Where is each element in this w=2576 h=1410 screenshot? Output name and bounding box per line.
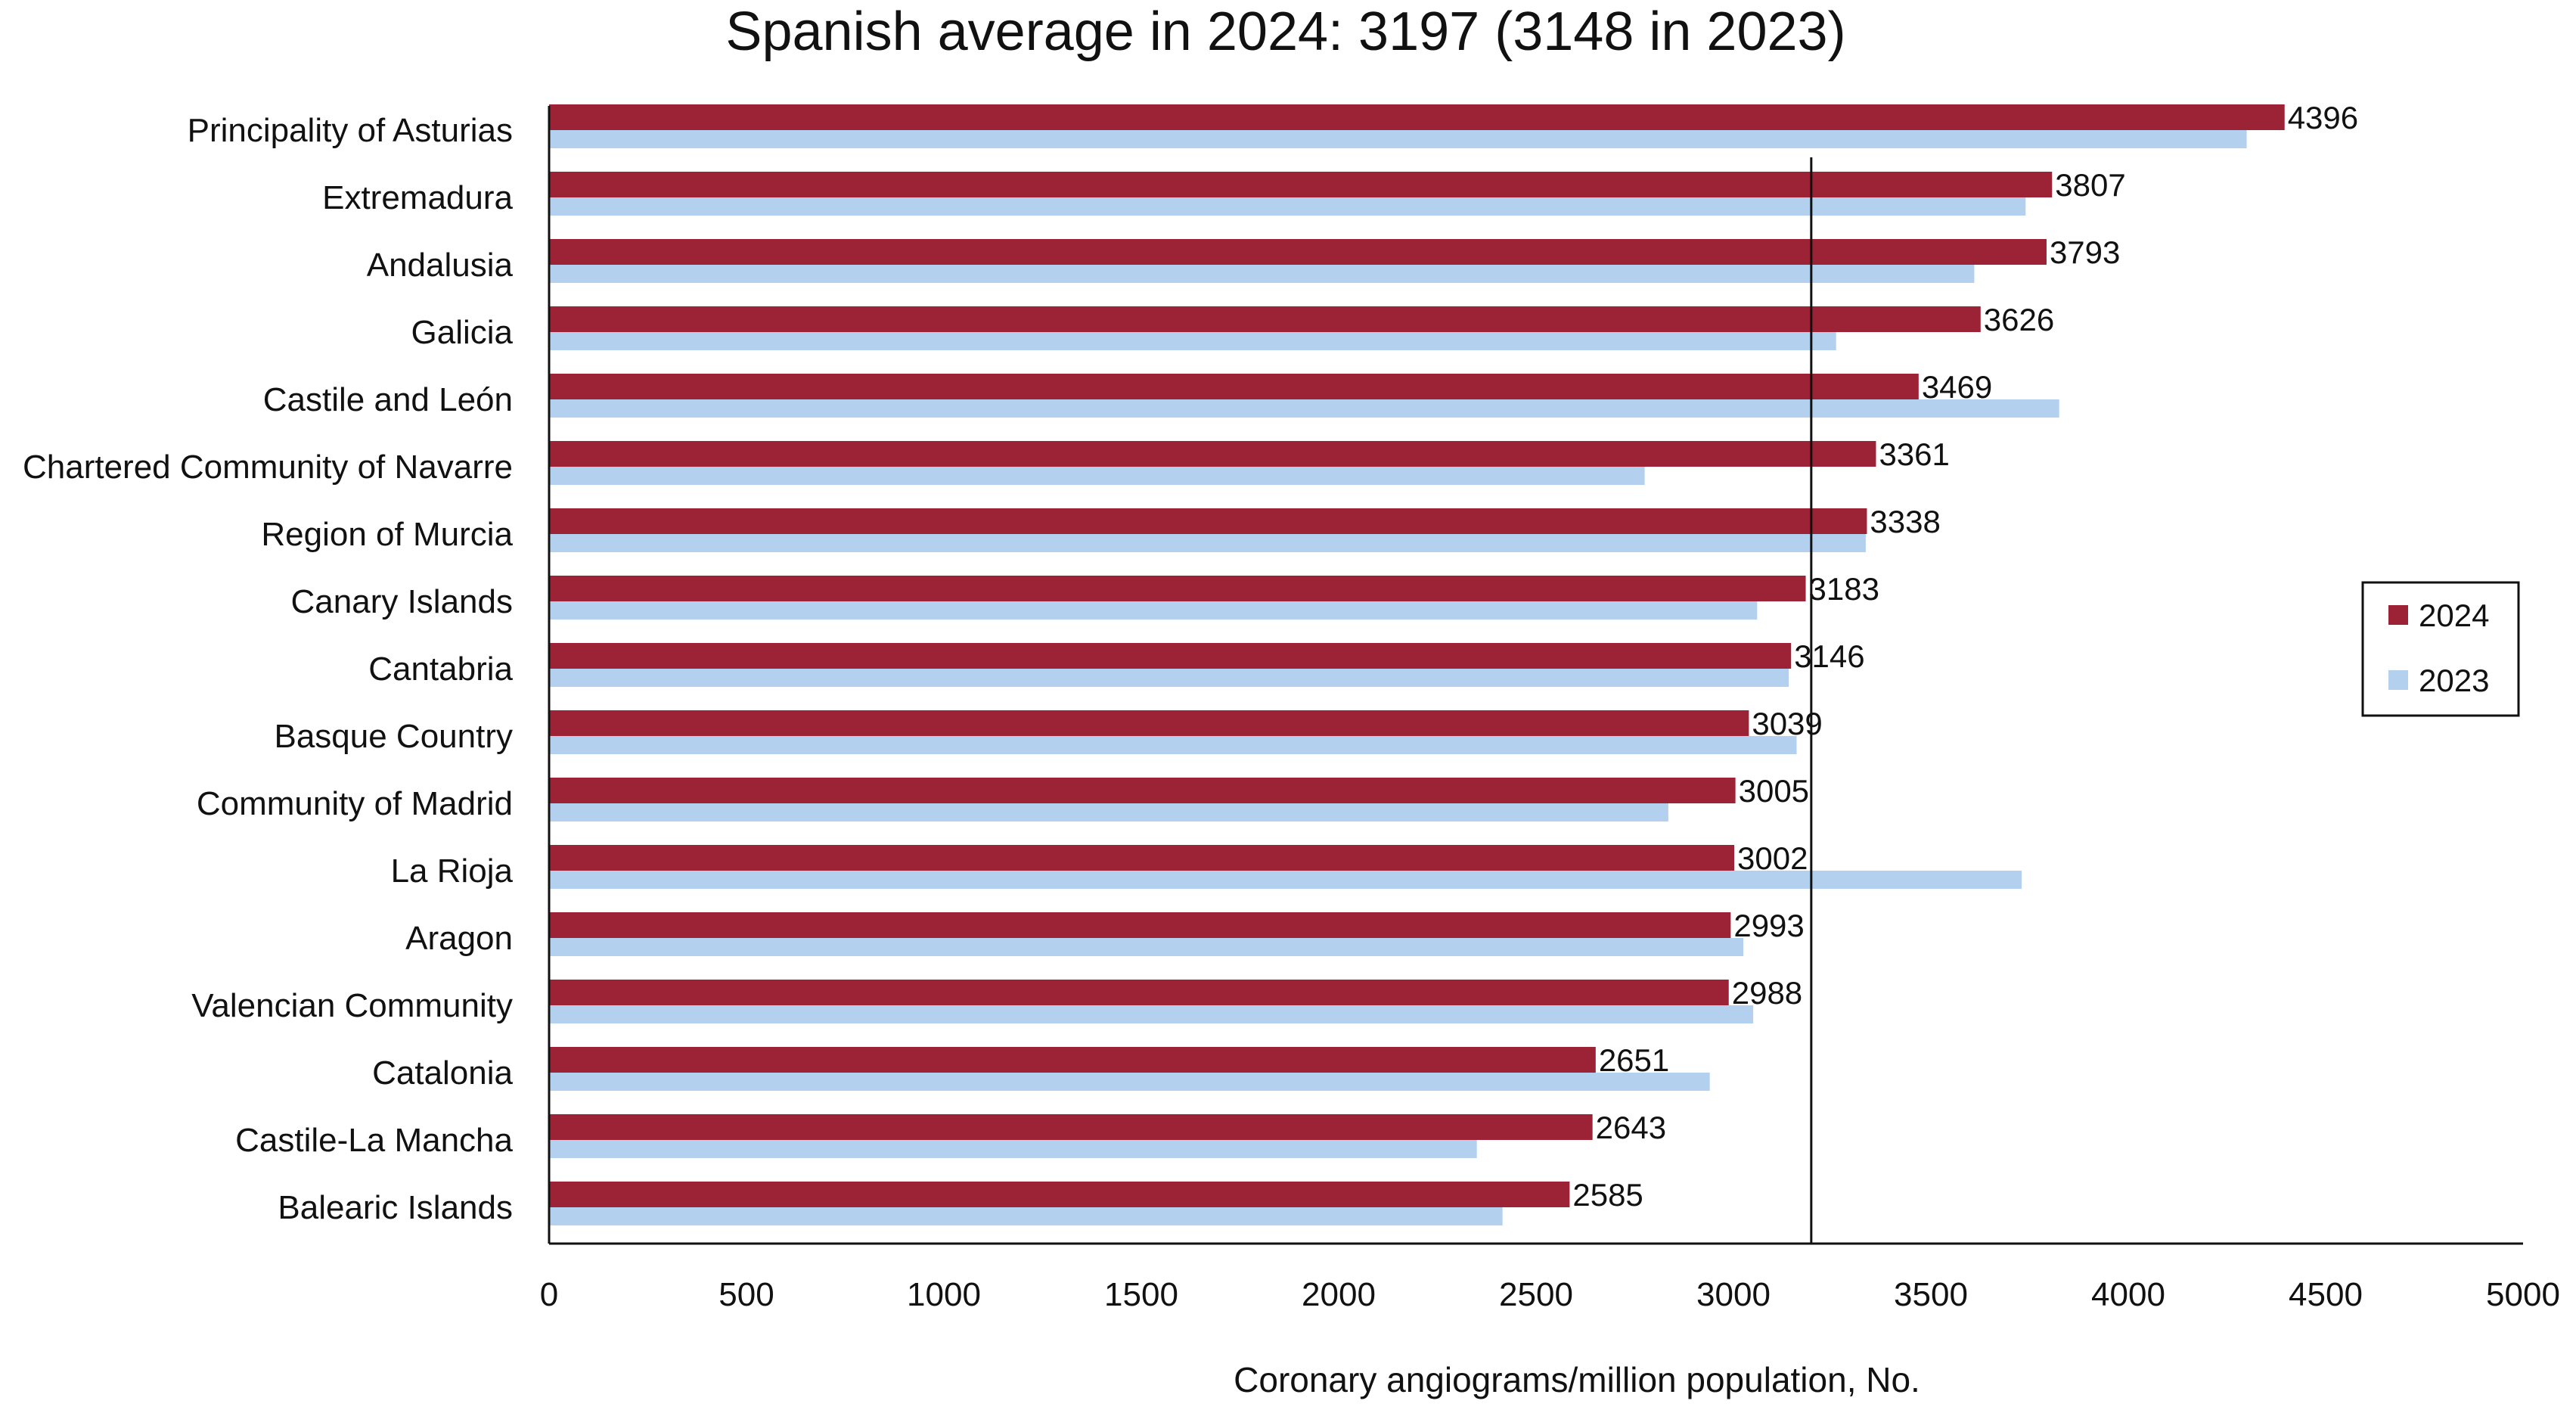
category-label: Andalusia [367,247,514,284]
x-tick-label: 3500 [1894,1276,1968,1313]
category-label: Castile and León [263,381,513,418]
category-label: Catalonia [372,1054,513,1092]
bar-2023 [549,871,2022,889]
chart-title: Spanish average in 2024: 3197 (3148 in 2… [725,2,1845,62]
bar-2024 [549,912,1731,938]
x-tick-label: 1500 [1104,1276,1178,1313]
category-label: Balearic Islands [278,1189,513,1226]
category-label: Canary Islands [291,583,513,620]
data-label-2024: 3469 [1922,369,1992,405]
bar-2024 [549,710,1749,736]
bar-2023 [549,467,1645,485]
data-label-2024: 3361 [1879,436,1949,472]
category-label: Valencian Community [191,987,513,1024]
legend: 2024 2023 [2361,581,2520,717]
category-label: Principality of Asturias [188,112,513,149]
data-label-2024: 2651 [1599,1042,1669,1078]
bar-2024 [549,778,1736,803]
x-tick-label: 4500 [2289,1276,2363,1313]
data-label-2024: 4396 [2288,100,2358,135]
bar-2024 [549,306,1981,332]
category-label: Cantabria [368,651,513,688]
x-tick-label: 500 [718,1276,774,1313]
bar-2024 [549,441,1876,467]
x-tick-label: 2000 [1302,1276,1376,1313]
data-label-2024: 3338 [1870,504,1940,539]
x-tick-label: 5000 [2486,1276,2560,1313]
data-label-2024: 3793 [2050,234,2120,270]
bar-2023 [549,669,1789,687]
bar-2023 [549,1073,1710,1091]
bar-2024 [549,576,1806,601]
category-label: Extremadura [322,179,513,216]
bar-2024 [549,104,2285,130]
data-label-2024: 3146 [1794,638,1864,674]
category-label: Galicia [411,314,514,351]
bar-2023 [549,1207,1503,1225]
category-label: Castile-La Mancha [235,1122,513,1159]
bar-2023 [549,736,1797,754]
data-label-2024: 3183 [1809,571,1879,607]
bar-2024 [549,643,1792,669]
category-label: Chartered Community of Navarre [23,449,513,486]
category-label: Community of Madrid [197,785,513,822]
data-label-2024: 3807 [2055,167,2125,203]
bar-2023 [549,601,1758,620]
data-label-2024: 3002 [1737,840,1808,876]
legend-swatch-2023 [2388,670,2408,690]
bar-2024 [549,508,1867,534]
bar-2024 [549,374,1919,399]
x-tick-label: 3000 [1696,1276,1771,1313]
data-label-2024: 2585 [1572,1177,1643,1213]
x-tick-label: 0 [540,1276,558,1313]
legend-swatch-2024 [2388,605,2408,625]
legend-label-2023: 2023 [2419,663,2489,698]
bar-2023 [549,1140,1477,1158]
bar-2023 [549,130,2247,148]
x-tick-label: 2500 [1499,1276,1573,1313]
bar-2023 [549,803,1668,821]
bar-2024 [549,1047,1596,1073]
bar-2024 [549,172,2053,197]
data-label-2024: 3626 [1984,302,2054,337]
legend-label-2024: 2024 [2419,598,2489,633]
bar-2024 [549,845,1735,871]
category-label: Basque Country [274,718,513,755]
category-label: La Rioja [391,853,514,890]
plot-area: Principality of Asturias 4396 Extremadura 3… [23,100,2560,1313]
x-tick-label: 1000 [907,1276,981,1313]
bar-2023 [549,534,1866,552]
bar-2023 [549,938,1744,956]
x-tick-label: 4000 [2091,1276,2165,1313]
bar-2023 [549,399,2059,418]
x-axis-label: Coronary angiograms/million population, … [1234,1360,1920,1399]
data-label-2024: 3005 [1739,773,1809,809]
bar-2024 [549,1114,1593,1140]
bar-2023 [549,197,2026,216]
bar-2023 [549,265,1975,283]
bar-2023 [549,1005,1754,1023]
legend-box [2361,581,2520,717]
category-label: Aragon [405,920,513,957]
bar-2023 [549,332,1836,350]
category-label: Region of Murcia [261,516,513,553]
data-label-2024: 2988 [1732,975,1802,1011]
bar-2024 [549,980,1729,1005]
bar-2024 [549,1182,1570,1207]
data-label-2024: 2643 [1596,1110,1666,1145]
data-label-2024: 2993 [1733,908,1804,943]
bar-2024 [549,239,2047,265]
